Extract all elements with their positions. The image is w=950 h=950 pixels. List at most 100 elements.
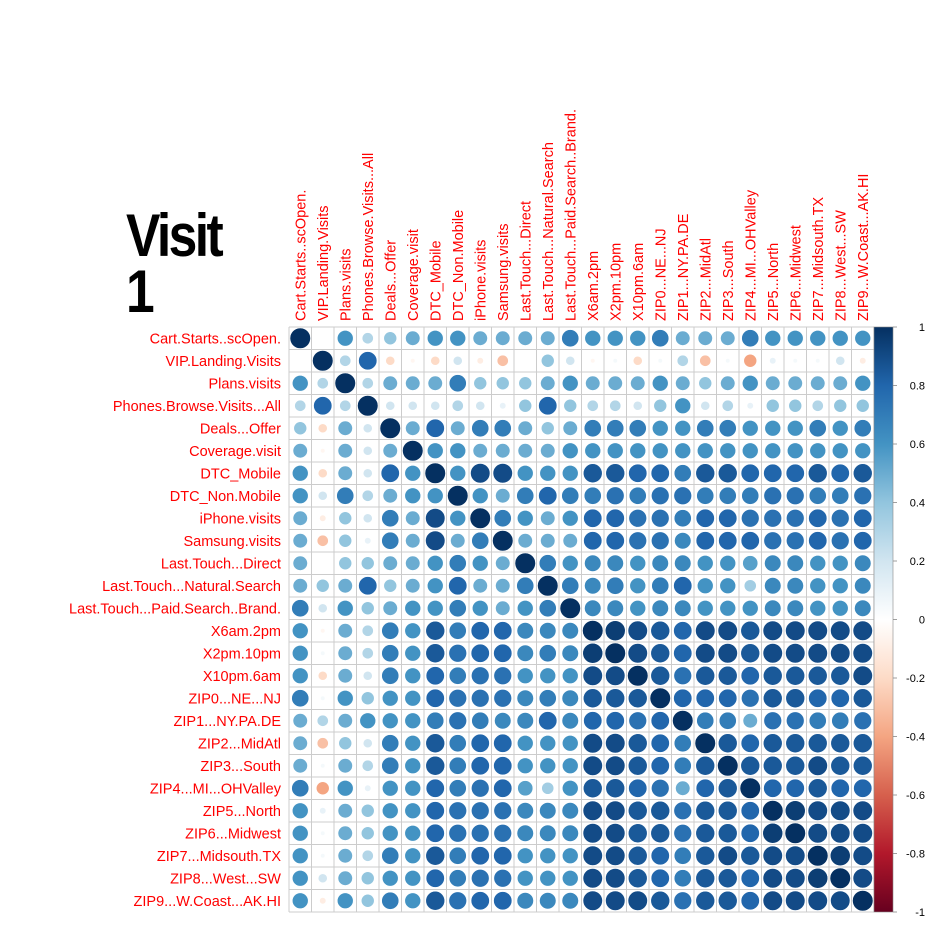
correlation-circle bbox=[764, 442, 782, 460]
correlation-circle bbox=[316, 714, 329, 727]
column-label: DTC_Non.Mobile bbox=[451, 210, 467, 321]
correlation-circle bbox=[291, 374, 309, 392]
correlation-circle bbox=[315, 781, 330, 796]
correlation-circle bbox=[539, 869, 557, 887]
correlation-circle bbox=[338, 556, 353, 571]
correlation-circle bbox=[763, 778, 783, 798]
correlation-circle bbox=[762, 643, 783, 664]
correlation-circle bbox=[291, 824, 309, 842]
correlation-circle bbox=[561, 644, 579, 662]
correlation-circle bbox=[361, 759, 374, 772]
correlation-circle bbox=[762, 890, 783, 911]
correlation-circle bbox=[784, 822, 806, 844]
correlation-circle bbox=[426, 577, 444, 595]
correlation-circle bbox=[291, 487, 309, 505]
correlation-circle bbox=[763, 711, 782, 730]
correlation-circle bbox=[493, 419, 512, 438]
correlation-circle bbox=[650, 800, 671, 821]
correlation-circle bbox=[696, 554, 714, 572]
correlation-circle bbox=[785, 868, 806, 889]
correlation-circle bbox=[696, 419, 715, 438]
correlation-circle bbox=[717, 643, 738, 664]
correlation-circle bbox=[471, 487, 489, 505]
correlation-circle bbox=[674, 532, 692, 550]
correlation-circle bbox=[854, 374, 872, 392]
correlation-circle bbox=[605, 733, 626, 754]
correlation-circle bbox=[740, 845, 761, 866]
correlation-circle bbox=[673, 801, 692, 820]
correlation-circle bbox=[383, 578, 398, 593]
correlation-circle bbox=[404, 757, 422, 775]
correlation-circle bbox=[853, 778, 873, 798]
correlation-circle bbox=[741, 374, 759, 392]
correlation-circle bbox=[449, 509, 467, 527]
correlation-circle bbox=[717, 665, 738, 686]
correlation-circle bbox=[293, 421, 308, 436]
correlation-circle bbox=[651, 486, 670, 505]
correlation-circle bbox=[448, 801, 467, 820]
correlation-circle bbox=[740, 755, 761, 776]
correlation-circle bbox=[699, 354, 712, 367]
correlation-circle bbox=[448, 869, 467, 888]
correlation-circle bbox=[493, 621, 513, 641]
correlation-circle bbox=[364, 784, 372, 792]
correlation-circle bbox=[853, 419, 872, 438]
correlation-circle bbox=[650, 733, 670, 753]
correlation-circle bbox=[561, 622, 579, 640]
correlation-circle bbox=[561, 824, 579, 842]
correlation-circle bbox=[291, 802, 309, 820]
correlation-circle bbox=[582, 463, 603, 484]
correlation-circle bbox=[630, 375, 646, 391]
correlation-circle bbox=[582, 665, 603, 686]
correlation-circle bbox=[291, 464, 309, 482]
correlation-circle bbox=[381, 531, 400, 550]
correlation-circle bbox=[493, 643, 513, 663]
correlation-circle bbox=[450, 420, 466, 436]
correlation-circle bbox=[807, 823, 828, 844]
correlation-circle bbox=[785, 755, 806, 776]
correlation-circle bbox=[853, 531, 873, 551]
correlation-circle bbox=[317, 423, 328, 434]
row-label: Phones.Browse.Visits...All bbox=[113, 399, 281, 415]
correlation-circle bbox=[516, 464, 534, 482]
correlation-circle bbox=[582, 845, 603, 866]
correlation-circle bbox=[360, 893, 375, 908]
correlation-circle bbox=[653, 398, 668, 413]
correlation-circle bbox=[516, 757, 534, 775]
correlation-circle bbox=[719, 442, 737, 460]
correlation-circle bbox=[785, 643, 806, 664]
column-label: Samsung.visits bbox=[496, 223, 512, 321]
correlation-circle bbox=[449, 442, 467, 460]
correlation-circle bbox=[606, 419, 625, 438]
correlation-circle bbox=[448, 374, 467, 393]
correlation-circle bbox=[696, 711, 715, 730]
correlation-circle bbox=[561, 576, 580, 595]
correlation-circle bbox=[561, 667, 579, 685]
correlation-circle bbox=[590, 358, 596, 364]
correlation-circle bbox=[561, 802, 579, 820]
correlation-circle bbox=[831, 577, 849, 595]
correlation-circle bbox=[811, 399, 824, 412]
correlation-circle bbox=[517, 443, 533, 459]
correlation-circle bbox=[740, 643, 761, 664]
correlation-circle bbox=[718, 711, 737, 730]
correlation-circle bbox=[425, 666, 445, 686]
correlation-circle bbox=[492, 530, 514, 552]
row-label: ZIP0...NE...NJ bbox=[188, 691, 281, 707]
correlation-circle bbox=[853, 486, 872, 505]
correlation-circle bbox=[382, 488, 398, 504]
correlation-circle bbox=[449, 329, 467, 347]
correlation-circle bbox=[604, 642, 626, 664]
correlation-circle bbox=[741, 419, 759, 437]
correlation-circle bbox=[740, 531, 760, 551]
correlation-circle bbox=[404, 644, 422, 662]
correlation-circle bbox=[405, 533, 421, 549]
row-label: ZIP4...MI...OHValley bbox=[150, 781, 282, 797]
correlation-circle bbox=[448, 689, 467, 708]
correlation-circle bbox=[632, 355, 643, 366]
correlation-circle bbox=[606, 599, 624, 617]
correlation-circle bbox=[675, 780, 691, 796]
correlation-circle bbox=[605, 531, 625, 551]
column-label: ZIP0...NE...NJ bbox=[653, 228, 669, 321]
correlation-circle bbox=[291, 667, 309, 685]
